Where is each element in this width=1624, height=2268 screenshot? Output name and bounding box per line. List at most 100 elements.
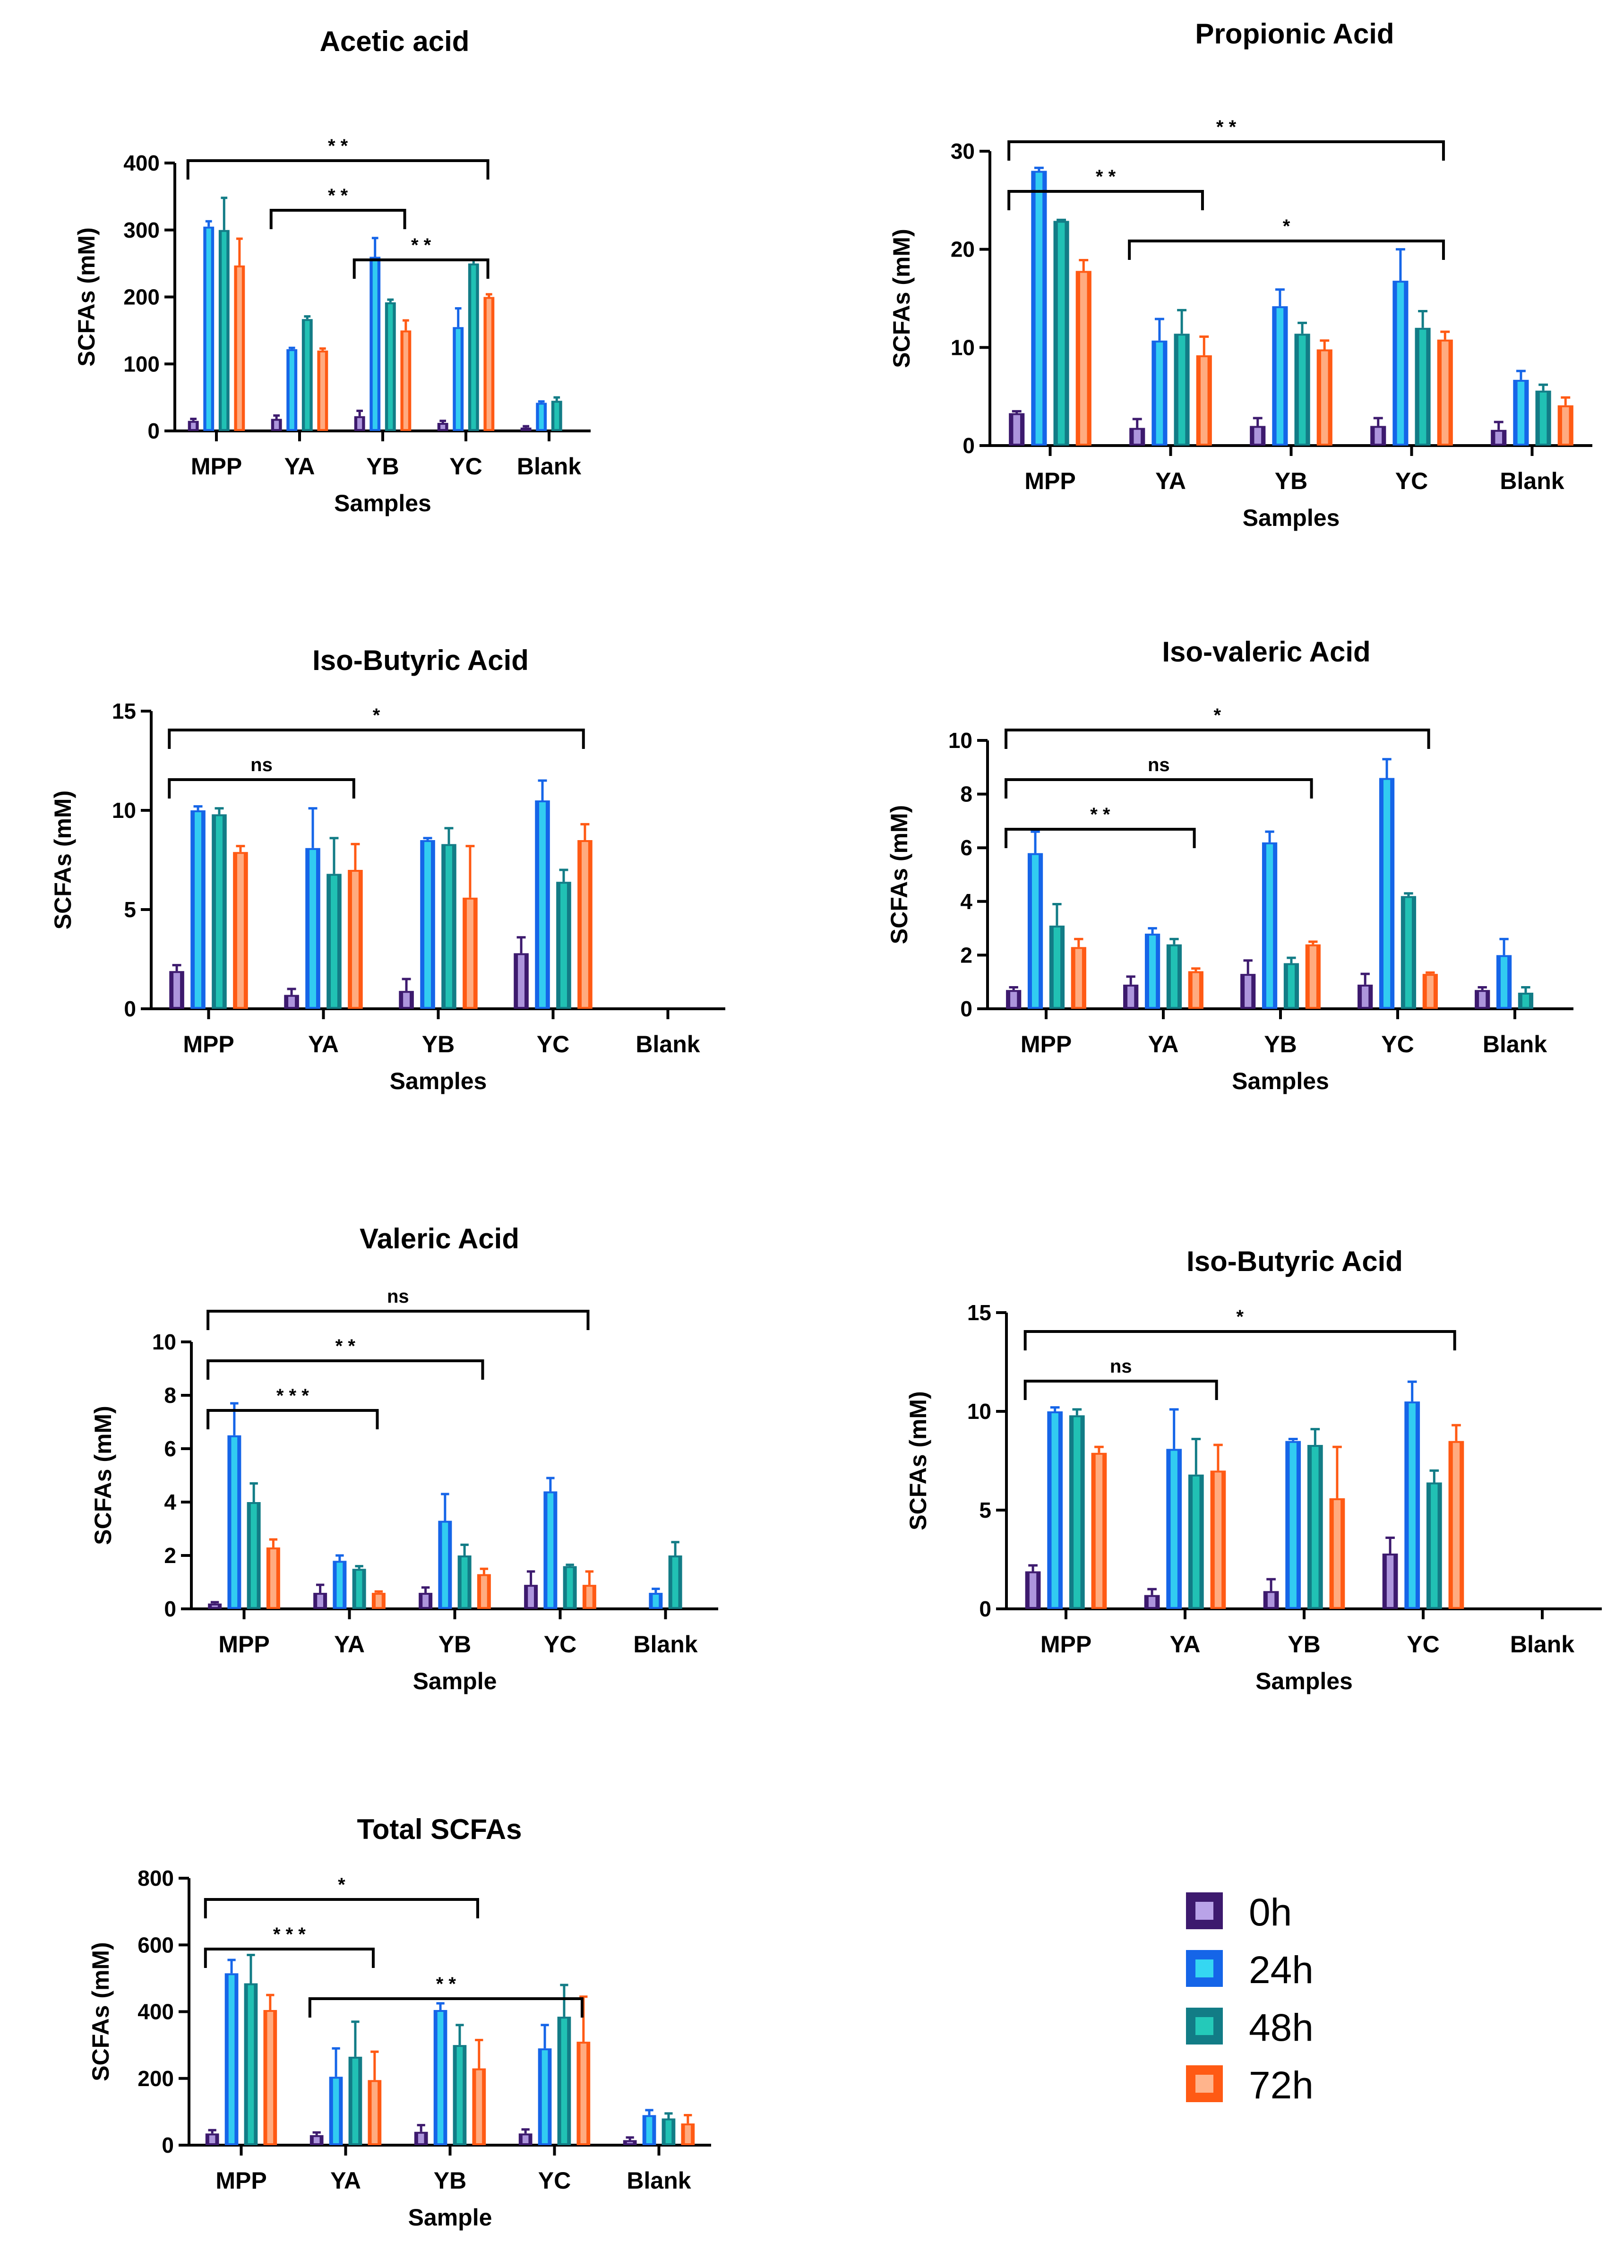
bar-highlight [486, 299, 491, 429]
bar-highlight [456, 2047, 463, 2143]
bar-highlight [1321, 351, 1328, 444]
bar-highlight [1309, 946, 1316, 1007]
x-tick-label: YB [434, 2167, 466, 2194]
bar-highlight [1134, 430, 1141, 444]
bar-highlight [424, 842, 431, 1007]
bar-highlight [1562, 407, 1569, 444]
significance-label: * * [1090, 804, 1110, 825]
bar-highlight [442, 1522, 448, 1607]
bar-highlight [440, 424, 446, 429]
significance-bracket [204, 1898, 479, 1918]
bar-highlight [228, 1975, 235, 2143]
bar-highlight [1170, 946, 1178, 1007]
y-tick-label: 5 [979, 1498, 991, 1522]
bar-highlight [1405, 898, 1412, 1007]
bar-highlight [1214, 1472, 1222, 1607]
significance-bracket [1007, 140, 1445, 161]
y-tick-label: 200 [137, 2066, 174, 2091]
legend-label: 48h [1249, 2006, 1314, 2049]
x-tick-label: Blank [1483, 1031, 1547, 1057]
y-tick-label: 100 [123, 352, 160, 376]
x-tick-label: Blank [633, 1631, 697, 1658]
bar-highlight [1333, 1500, 1341, 1607]
x-axis-title: Sample [408, 2204, 492, 2231]
significance-bracket [168, 778, 355, 799]
bar-highlight [539, 404, 544, 429]
bar-highlight [646, 2117, 653, 2143]
chart-total: Total SCFAs 0 200 400 600 800 SCFAs (mM) MPP YA Y… [87, 1813, 711, 2231]
significance-bracket [1005, 729, 1430, 749]
x-tick-label: YB [1288, 1631, 1320, 1658]
bar-highlight [1397, 283, 1404, 444]
y-tick-label: 2 [164, 1543, 176, 1568]
significance-label: * * [1216, 117, 1237, 137]
legend: 0h 24h 48h 72h [1186, 1891, 1314, 2107]
bar-highlight [1149, 935, 1156, 1007]
y-tick-label: 15 [112, 699, 136, 723]
bar-highlight [1029, 1573, 1037, 1607]
y-tick-label: 10 [951, 335, 975, 360]
chart-title: Total SCFAs [357, 1813, 522, 1845]
y-axis-title: SCFAs (mM) [73, 227, 100, 366]
x-tick-label: YB [366, 453, 399, 480]
significance-bracket [1128, 240, 1445, 260]
bar-highlight [1441, 341, 1449, 444]
significance-label: * * [328, 185, 348, 206]
bar-highlight [320, 352, 325, 429]
legend-label: 0h [1249, 1891, 1292, 1934]
y-tick-label: 10 [112, 798, 136, 823]
bar-highlight [418, 2133, 424, 2143]
chart-title: Propionic Acid [1195, 18, 1394, 50]
bar-highlight [1495, 431, 1503, 444]
bar-highlight [586, 1587, 593, 1607]
y-tick-label: 8 [164, 1383, 176, 1408]
bar-highlight [437, 2011, 444, 2143]
x-axis-title: Samples [334, 490, 431, 516]
bar-highlight [1200, 357, 1208, 444]
y-tick-label: 0 [962, 433, 975, 458]
bar-highlight [561, 2019, 567, 2143]
significance-bracket [1007, 190, 1204, 210]
bar-highlight [1031, 855, 1039, 1007]
bar-highlight [288, 997, 295, 1007]
bar-highlight [1383, 780, 1391, 1007]
significance-label: * * * [273, 1924, 306, 1945]
bar-highlight [1035, 172, 1043, 444]
bar-highlight [1245, 976, 1252, 1007]
x-tick-label: YA [334, 1631, 365, 1658]
bar-highlight [1053, 927, 1061, 1007]
bar-highlight [173, 973, 180, 1007]
bar-highlight [1127, 986, 1134, 1007]
chart-isobutyric2: Iso-Butyric Acid 0 5 10 15 SCFAs (mM) MPP YA YB Y… [905, 1246, 1602, 1694]
legend-label: 72h [1249, 2064, 1314, 2107]
bar-highlight [1276, 308, 1284, 444]
chart-isovaleric: Iso-valeric Acid 0 2 4 6 8 10 SCFAs (mM) MPP YA YB… [886, 636, 1573, 1094]
x-axis-title: Samples [1255, 1668, 1353, 1694]
bar-highlight [1419, 329, 1426, 444]
bar-highlight [212, 1605, 218, 1607]
y-tick-label: 800 [137, 1866, 174, 1890]
bar-highlight [560, 884, 567, 1007]
significance-label: * [1283, 216, 1290, 237]
bar-highlight [466, 899, 473, 1007]
y-tick-label: 200 [123, 285, 160, 309]
bar-highlight [356, 1571, 362, 1607]
y-tick-label: 10 [967, 1399, 991, 1424]
y-tick-label: 300 [123, 218, 160, 242]
y-tick-label: 20 [951, 237, 975, 262]
x-tick-label: YC [1407, 1631, 1439, 1658]
bar-highlight [1500, 957, 1508, 1007]
x-axis-title: Samples [1232, 1068, 1329, 1094]
significance-label: ns [387, 1286, 409, 1307]
significance-label: * [338, 1874, 345, 1895]
x-tick-label: YA [1148, 1031, 1179, 1057]
bar-highlight [554, 403, 559, 429]
bar-highlight [1170, 1451, 1177, 1607]
y-tick-label: 5 [124, 897, 136, 922]
bar-highlight [248, 1985, 254, 2143]
significance-bracket [352, 258, 490, 279]
y-tick-label: 0 [162, 2133, 174, 2157]
bar-highlight [1288, 965, 1295, 1007]
significance-bracket [1005, 778, 1313, 799]
